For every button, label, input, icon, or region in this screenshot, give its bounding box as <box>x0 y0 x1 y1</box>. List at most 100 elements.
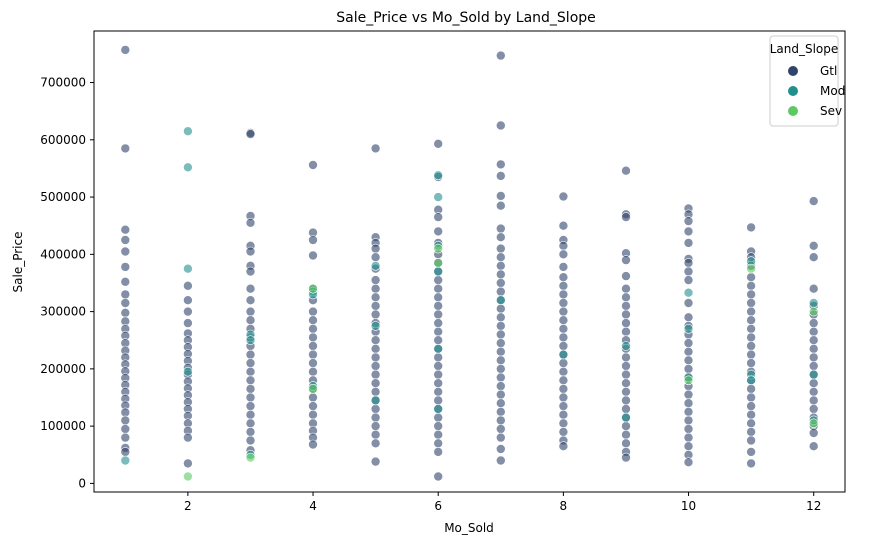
point-gtl-298 <box>746 458 756 469</box>
point-gtl-314 <box>808 395 819 406</box>
point-gtl-106 <box>370 275 381 285</box>
point-gtl-154 <box>433 429 444 440</box>
point-gtl-229 <box>621 326 631 337</box>
legend-label-sev: Sev <box>820 104 842 118</box>
point-gtl-211 <box>558 392 569 403</box>
point-gtl-225 <box>621 292 631 303</box>
point-gtl-310 <box>808 361 819 371</box>
point-gtl-124 <box>370 429 381 440</box>
point-mod-3 <box>183 263 193 274</box>
point-gtl-270 <box>683 441 694 452</box>
point-mod-21 <box>558 349 569 360</box>
point-mod-17 <box>433 266 444 277</box>
point-gtl-187 <box>495 424 506 434</box>
y-tick-label-400000: 400000 <box>40 247 86 261</box>
point-gtl-295 <box>746 427 756 437</box>
point-gtl-302 <box>808 283 819 294</box>
point-gtl-281 <box>746 306 756 317</box>
point-gtl-108 <box>370 292 381 303</box>
point-mod-18 <box>433 343 444 354</box>
point-gtl-150 <box>433 395 444 406</box>
point-mod-30 <box>808 298 819 308</box>
point-gtl-137 <box>433 283 444 294</box>
point-gtl-215 <box>558 427 569 437</box>
point-gtl-53 <box>245 218 256 228</box>
point-gtl-156 <box>433 447 444 457</box>
point-gtl-149 <box>433 386 444 397</box>
point-gtl-306 <box>808 326 819 337</box>
point-gtl-87 <box>308 341 318 351</box>
point-sev-2 <box>308 283 318 294</box>
point-gtl-79 <box>308 235 318 245</box>
points-layer <box>120 45 819 482</box>
point-gtl-161 <box>495 171 506 181</box>
point-gtl-158 <box>495 50 506 61</box>
point-gtl-227 <box>621 309 631 320</box>
point-gtl-130 <box>433 212 444 222</box>
point-gtl-157 <box>433 471 444 482</box>
point-mod-14 <box>433 170 444 181</box>
point-gtl-117 <box>370 369 381 380</box>
point-gtl-179 <box>495 355 506 366</box>
point-gtl-28 <box>120 447 131 457</box>
point-gtl-114 <box>370 343 381 354</box>
legend-marker-mod <box>788 86 798 96</box>
point-gtl-258 <box>683 338 694 348</box>
point-gtl-83 <box>308 306 318 317</box>
point-gtl-228 <box>621 318 631 328</box>
point-gtl-309 <box>808 352 819 363</box>
point-gtl-32 <box>183 318 193 328</box>
y-tick-label-100000: 100000 <box>40 419 86 433</box>
point-gtl-252 <box>683 266 694 277</box>
point-gtl-267 <box>683 415 694 426</box>
point-gtl-55 <box>245 246 256 257</box>
chart-title: Sale_Price vs Mo_Sold by Land_Slope <box>336 10 596 26</box>
point-gtl-315 <box>808 404 819 414</box>
point-mod-6 <box>245 335 256 346</box>
point-gtl-244 <box>621 452 631 463</box>
point-gtl-8 <box>120 298 131 308</box>
point-gtl-89 <box>308 358 318 368</box>
point-gtl-104 <box>370 252 381 263</box>
point-gtl-29 <box>183 280 193 291</box>
point-gtl-277 <box>746 272 756 283</box>
point-gtl-109 <box>370 301 381 311</box>
point-gtl-185 <box>495 406 506 417</box>
point-gtl-67 <box>245 366 256 377</box>
point-mod-22 <box>621 341 631 351</box>
point-gtl-152 <box>433 412 444 423</box>
point-gtl-196 <box>558 262 569 272</box>
point-gtl-5 <box>120 262 131 272</box>
point-mod-13 <box>370 395 381 406</box>
point-gtl-93 <box>308 392 318 403</box>
point-gtl-174 <box>495 312 506 323</box>
point-gtl-307 <box>808 335 819 346</box>
point-gtl-51 <box>245 129 256 139</box>
point-gtl-297 <box>746 447 756 457</box>
point-mod-19 <box>433 404 444 414</box>
point-gtl-86 <box>308 332 318 343</box>
point-gtl-237 <box>621 395 631 406</box>
point-gtl-143 <box>433 335 444 346</box>
point-gtl-293 <box>746 409 756 420</box>
point-gtl-100 <box>370 143 381 154</box>
point-mod-25 <box>683 323 694 334</box>
point-gtl-207 <box>558 358 569 368</box>
y-tick-label-500000: 500000 <box>40 190 86 204</box>
point-gtl-165 <box>495 232 506 242</box>
point-gtl-260 <box>683 355 694 366</box>
point-mod-15 <box>433 192 444 202</box>
point-gtl-241 <box>621 429 631 440</box>
point-gtl-234 <box>621 369 631 380</box>
point-gtl-90 <box>308 366 318 377</box>
point-gtl-282 <box>746 315 756 326</box>
point-gtl-7 <box>120 289 131 300</box>
point-gtl-169 <box>495 269 506 280</box>
point-gtl-148 <box>433 378 444 389</box>
point-gtl-58 <box>245 283 256 294</box>
point-gtl-209 <box>558 375 569 386</box>
point-gtl-136 <box>433 275 444 285</box>
point-gtl-292 <box>746 401 756 411</box>
point-gtl-290 <box>746 384 756 394</box>
point-gtl-254 <box>683 298 694 308</box>
